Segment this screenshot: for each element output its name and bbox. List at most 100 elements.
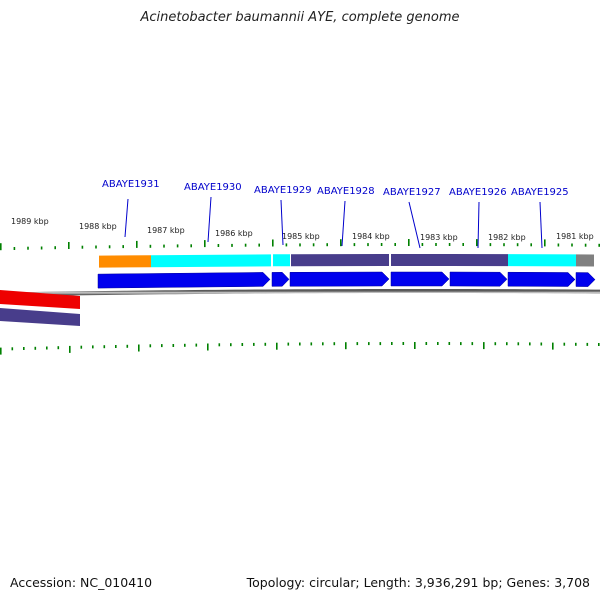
scale-label: 1986 kbp [215,229,253,238]
gene-arrow [271,272,290,287]
scale-tick [92,345,94,349]
scale-tick [529,342,531,346]
cog-segment [151,254,271,268]
scale-tick [503,243,505,247]
scale-tick [46,346,48,350]
gene-label: ABAYE1931 [102,179,160,190]
tick-marks-layer [0,239,600,355]
gene-arrow [97,272,271,289]
scale-tick [276,342,278,350]
scale-tick [435,243,437,246]
gene-label: ABAYE1925 [511,187,569,198]
scale-tick [241,343,244,346]
scale-tick [34,346,37,350]
gene-label-leader [207,196,212,243]
scale-tick [103,345,106,349]
scale-tick [494,342,497,346]
scale-tick [207,343,209,351]
scale-tick [356,342,359,346]
cog-layer [0,254,594,326]
scale-tick [13,247,16,250]
map-title: Acinetobacter baumannii AYE, complete ge… [140,10,460,25]
scale-tick [184,343,186,347]
scale-tick [586,342,589,346]
scale-tick [353,243,356,247]
gene-arrow [507,271,576,287]
gene-label: ABAYE1927 [383,187,441,198]
scale-tick [258,243,260,247]
scale-tick [115,345,117,348]
gene-arrows-layer [0,271,596,309]
scale-tick [310,342,313,346]
scale-tick [402,342,405,345]
scale-tick [517,342,520,346]
scale-tick [563,342,566,346]
scale-tick [544,239,546,247]
scale-tick [244,243,247,247]
scale-tick [272,239,274,247]
scale-tick [557,243,560,247]
scale-tick [217,244,220,247]
scale-tick [264,342,267,346]
rrna-feature [0,290,80,309]
scale-tick [448,243,451,246]
scale-tick [95,245,97,249]
scale-tick [69,345,71,353]
gene-label-leader [539,201,543,249]
gene-label-leader [280,199,284,246]
scale-tick [437,342,439,345]
scale-tick [368,342,370,346]
scale-tick [0,347,2,355]
scale-tick [333,342,336,346]
scale-tick [394,243,396,246]
scale-tick [340,239,342,247]
scale-tick [584,243,587,247]
scale-tick [57,346,60,350]
scale-tick [462,243,464,246]
scale-tick [391,342,393,345]
scale-label: 1982 kbp [488,233,526,242]
scale-tick [27,246,29,250]
scale-tick [0,243,2,251]
gene-arrow [575,272,596,287]
scale-tick [530,243,532,247]
scale-label: 1989 kbp [11,217,49,226]
scale-tick [108,245,111,249]
scale-tick [253,342,255,346]
gene-arrow [449,271,508,287]
cog-segment [99,255,151,268]
gene-arrow [390,271,450,287]
scale-label: 1983 kbp [420,233,458,242]
scale-tick [516,243,519,247]
cog-segment [391,254,451,266]
scale-tick [345,342,347,350]
scale-tick [380,243,383,246]
genome-summary-text: Topology: circular; Length: 3,936,291 bp… [246,575,590,590]
scale-tick [126,344,129,348]
gene-label: ABAYE1929 [254,185,312,196]
scale-tick [571,243,573,247]
scale-tick [172,344,175,347]
scale-tick [326,243,328,247]
scale-tick [138,344,140,352]
scale-tick [421,243,424,246]
labels-layer: 1989 kbp 1988 kbp 1987 kbp 1986 kbp 1985 kbp… [11,179,594,249]
scale-tick [489,243,492,247]
gene-label: ABAYE1926 [449,187,507,198]
scale-tick [425,342,428,345]
scale-tick [471,342,474,346]
scale-tick [40,246,43,250]
scale-tick [322,342,324,346]
scale-tick [598,243,600,247]
scale-tick [11,347,14,351]
scale-tick [483,342,485,350]
scale-tick [230,343,232,347]
scale-tick [575,342,577,346]
cog-segment [451,254,508,267]
cog-band-left [0,308,80,326]
scale-label: 1988 kbp [79,222,117,231]
cog-segment [291,254,389,267]
scale-tick [190,244,192,248]
